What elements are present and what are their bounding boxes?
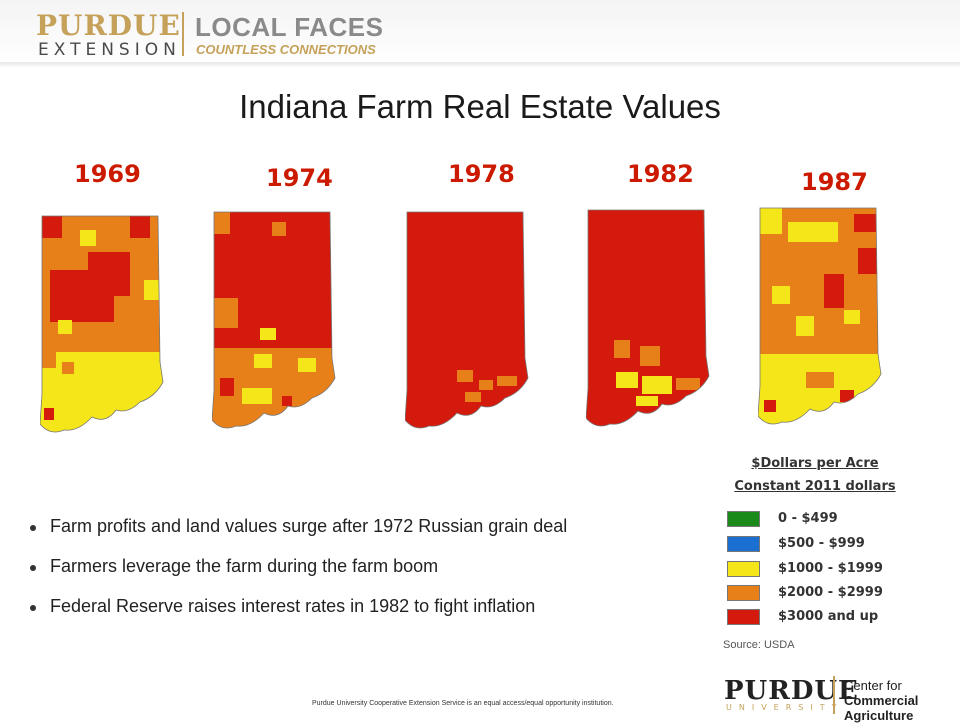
purdue-extension-logo: PURDUE bbox=[36, 9, 181, 42]
header-divider bbox=[0, 62, 960, 68]
extension-wordmark: EXTENSION bbox=[38, 40, 181, 60]
indiana-map-1987 bbox=[758, 207, 882, 425]
legend-swatch bbox=[727, 609, 760, 625]
bullet-icon bbox=[30, 605, 36, 611]
bullet-item: Farm profits and land values surge after… bbox=[28, 516, 708, 542]
university-wordmark: UNIVERSITY bbox=[726, 703, 844, 712]
legend-swatch bbox=[727, 585, 760, 601]
legend-swatch bbox=[727, 561, 760, 577]
legend-label: $1000 - $1999 bbox=[778, 561, 883, 576]
map-year-1969: 1969 bbox=[74, 160, 141, 188]
legend-label: $500 - $999 bbox=[778, 536, 865, 551]
bullet-text: Farm profits and land values surge after… bbox=[50, 516, 568, 536]
indiana-map-1969 bbox=[40, 215, 164, 433]
header-banner bbox=[0, 0, 960, 66]
indiana-map-1974 bbox=[212, 211, 336, 429]
map-year-1978: 1978 bbox=[448, 160, 515, 188]
legend-title: $Dollars per Acre bbox=[751, 456, 879, 471]
center-line-1: Center for bbox=[844, 678, 902, 693]
map-year-1987: 1987 bbox=[801, 168, 868, 196]
logo-divider bbox=[182, 12, 184, 56]
legend-swatch bbox=[727, 511, 760, 527]
bullet-item: Farmers leverage the farm during the far… bbox=[28, 556, 708, 582]
center-line-2: Commercial Agriculture bbox=[844, 693, 919, 723]
purdue-university-logo: PURDUE bbox=[724, 676, 859, 706]
local-faces-logo: LOCAL FACES bbox=[195, 12, 384, 42]
map-year-1982: 1982 bbox=[627, 160, 694, 188]
bullet-text: Farmers leverage the farm during the far… bbox=[50, 556, 439, 576]
legend-swatch bbox=[727, 536, 760, 552]
legend-label: 0 - $499 bbox=[778, 511, 838, 526]
footer-logo-divider bbox=[833, 676, 835, 714]
slide-title: Indiana Farm Real Estate Values bbox=[239, 88, 721, 125]
bullet-icon bbox=[30, 525, 36, 531]
legend-label: $3000 and up bbox=[778, 609, 879, 624]
indiana-map-1978 bbox=[405, 211, 529, 429]
center-commercial-agriculture-logo: Center for Commercial Agriculture bbox=[844, 678, 960, 723]
local-faces-tagline: COUNTLESS CONNECTIONS bbox=[196, 42, 376, 57]
bullet-item: Federal Reserve raises interest rates in… bbox=[28, 596, 708, 622]
bullet-text: Federal Reserve raises interest rates in… bbox=[50, 596, 536, 616]
data-source: Source: USDA bbox=[723, 639, 795, 651]
legend-label: $2000 - $2999 bbox=[778, 585, 883, 600]
bullet-icon bbox=[30, 565, 36, 571]
map-year-1974: 1974 bbox=[266, 164, 333, 192]
indiana-map-1982 bbox=[586, 209, 710, 427]
legend-subtitle: Constant 2011 dollars bbox=[734, 479, 896, 494]
bullet-list: Farm profits and land values surge after… bbox=[28, 516, 708, 636]
equal-opportunity-note: Purdue University Cooperative Extension … bbox=[312, 700, 614, 707]
